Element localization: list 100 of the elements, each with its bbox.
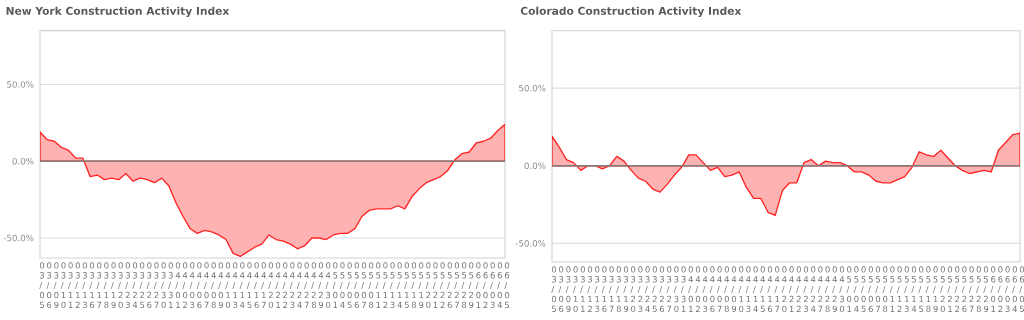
x-tick-label: 03/31 bbox=[680, 266, 686, 312]
x-tick-label: 05/29 bbox=[983, 266, 989, 313]
x-tick-label: 05/14 bbox=[397, 262, 402, 308]
x-tick-label: 06/04 bbox=[1012, 266, 1017, 312]
y-tick-label: 50.0% bbox=[7, 81, 34, 88]
x-tick-label: 05/21 bbox=[432, 262, 438, 308]
x-tick-label: 05/06 bbox=[354, 262, 359, 309]
x-tick-label: 03/24 bbox=[132, 262, 138, 308]
x-tick-label: 04/27 bbox=[304, 262, 309, 308]
x-tick-label: 03/25 bbox=[139, 262, 145, 309]
x-tick-label: 04/09 bbox=[218, 262, 224, 309]
x-tick-label: 03/06 bbox=[558, 266, 564, 313]
x-tick-label: 05/15 bbox=[918, 266, 924, 313]
x-tick-label: 05/13 bbox=[389, 262, 395, 309]
x-tick-label: 03/10 bbox=[60, 262, 66, 309]
x-tick-label: 04/06 bbox=[196, 262, 202, 309]
x-tick-label: 05/13 bbox=[904, 266, 909, 313]
x-tick-label: 04/14 bbox=[239, 262, 245, 308]
x-tick-label: 04/07 bbox=[203, 262, 209, 308]
x-tick-label: 05/28 bbox=[461, 262, 467, 309]
x-tick-label: 04/21 bbox=[275, 262, 281, 308]
x-tick-label: 05/18 bbox=[925, 266, 931, 313]
x-tick-label: 04/24 bbox=[296, 262, 302, 308]
y-tick-label: 0.0% bbox=[12, 157, 34, 165]
x-tick-label: 05/28 bbox=[976, 266, 981, 313]
x-tick-label: 04/06 bbox=[709, 266, 715, 313]
x-tick-label: 05/26 bbox=[447, 262, 452, 309]
x-tick-label: 03/12 bbox=[587, 266, 593, 312]
x-tick-label: 05/04 bbox=[853, 266, 859, 312]
x-tick-label: 05/19 bbox=[932, 266, 938, 313]
x-tick-label: 04/10 bbox=[738, 266, 744, 313]
x-tick-label: 03/30 bbox=[160, 262, 166, 309]
x-tick-label: 04/29 bbox=[318, 262, 324, 309]
x-tick-label: 03/17 bbox=[96, 262, 102, 308]
x-tick-label: 03/26 bbox=[146, 262, 152, 309]
x-tick-label: 03/10 bbox=[572, 266, 578, 313]
x-tick-label: 04/30 bbox=[839, 266, 845, 313]
x-tick-label: 03/23 bbox=[637, 266, 643, 313]
x-tick-label: 05/18 bbox=[411, 262, 417, 309]
x-tick-label: 04/03 bbox=[189, 262, 195, 309]
x-tick-label: 03/19 bbox=[623, 266, 629, 313]
x-tick-label: 05/08 bbox=[368, 262, 374, 309]
x-tick-label: 03/11 bbox=[67, 262, 73, 308]
x-tick-label: 05/05 bbox=[346, 262, 352, 309]
x-tick-label: 05/20 bbox=[425, 262, 431, 309]
x-tick-label: 03/26 bbox=[659, 266, 665, 313]
x-tick-label: 03/20 bbox=[630, 266, 636, 313]
x-tick-label: 04/20 bbox=[781, 266, 787, 313]
x-tick-label: 04/16 bbox=[253, 262, 259, 309]
x-tick-label: 06/04 bbox=[497, 262, 503, 308]
x-tick-label: 04/22 bbox=[796, 266, 801, 312]
x-tick-label: 05/22 bbox=[439, 262, 445, 308]
x-tick-label: 03/16 bbox=[601, 266, 607, 313]
x-tick-label: 03/09 bbox=[565, 266, 571, 313]
chart-title: Colorado Construction Activity Index bbox=[520, 6, 742, 18]
x-tick-label: 03/09 bbox=[53, 262, 59, 309]
x-tick-label: 03/05 bbox=[551, 266, 557, 313]
x-tick-label: 04/01 bbox=[688, 266, 694, 312]
x-tick-label: 05/12 bbox=[896, 266, 902, 312]
x-tick-label: 04/23 bbox=[289, 262, 295, 309]
x-tick-label: 05/20 bbox=[940, 266, 945, 313]
x-tick-label: 05/27 bbox=[968, 266, 974, 312]
x-tick-label: 03/13 bbox=[82, 262, 88, 309]
x-tick-label: 05/01 bbox=[846, 266, 852, 312]
x-tick-label: 03/25 bbox=[652, 266, 657, 313]
x-tick-label: 03/30 bbox=[673, 266, 679, 313]
x-tick-label: 04/17 bbox=[774, 266, 780, 312]
x-tick-label: 04/28 bbox=[824, 266, 830, 313]
x-tick-label: 04/09 bbox=[731, 266, 737, 313]
x-tick-label: 05/21 bbox=[947, 266, 953, 312]
x-tick-label: 05/08 bbox=[882, 266, 888, 313]
x-tick-label: 04/10 bbox=[225, 262, 231, 309]
y-tick-label: -50.0% bbox=[3, 234, 34, 242]
x-tick-label: 04/20 bbox=[268, 262, 274, 309]
x-tick-label: 06/05 bbox=[1019, 266, 1024, 313]
x-tick-label: 03/20 bbox=[118, 262, 123, 309]
x-tick-label: 04/15 bbox=[246, 262, 252, 309]
x-tick-label: 04/21 bbox=[788, 266, 794, 312]
x-tick-label: 05/07 bbox=[875, 266, 881, 312]
x-tick-label: 03/31 bbox=[168, 262, 173, 308]
y-tick-label: 0.0% bbox=[524, 162, 546, 170]
x-tick-label: 05/06 bbox=[868, 266, 873, 313]
x-tick-label: 05/26 bbox=[961, 266, 967, 313]
x-tick-label: 05/22 bbox=[954, 266, 960, 312]
x-tick-label: 04/03 bbox=[702, 266, 708, 313]
y-tick-label: -50.0% bbox=[515, 240, 546, 247]
x-tick-label: 03/24 bbox=[644, 266, 650, 312]
x-tick-label: 05/29 bbox=[468, 262, 474, 309]
x-tick-label: 04/13 bbox=[232, 262, 238, 309]
x-tick-label: 06/03 bbox=[1004, 266, 1010, 313]
y-tick-label: 50.0% bbox=[519, 84, 546, 92]
x-tick-label: 03/19 bbox=[110, 262, 116, 309]
x-tick-label: 06/01 bbox=[475, 262, 481, 308]
x-tick-label: 03/23 bbox=[125, 262, 130, 309]
x-tick-label: 04/29 bbox=[832, 266, 837, 313]
x-tick-label: 03/11 bbox=[580, 266, 585, 312]
x-tick-label: 06/02 bbox=[482, 262, 488, 308]
x-tick-label: 05/01 bbox=[332, 262, 338, 308]
x-tick-label: 04/14 bbox=[752, 266, 758, 312]
x-tick-label: 06/01 bbox=[990, 266, 996, 312]
